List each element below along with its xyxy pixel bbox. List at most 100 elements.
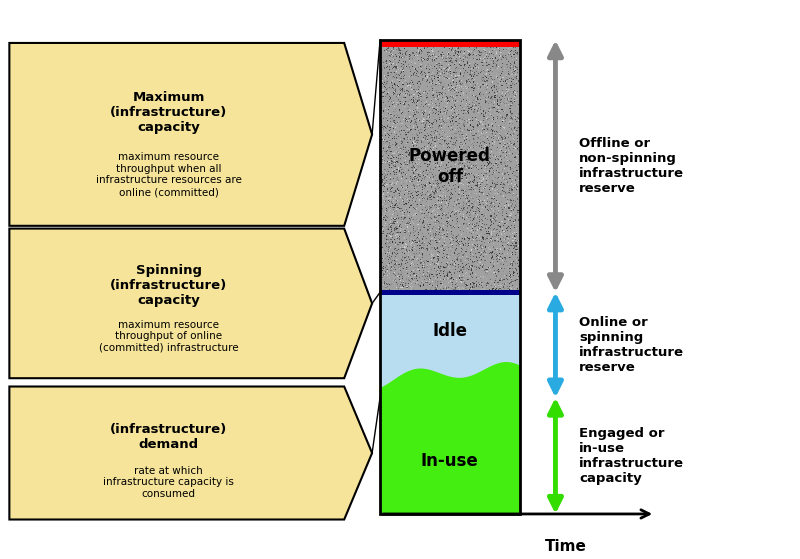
Point (393, 46, 406, 55)
Point (382, 96, 395, 105)
Point (464, 259, 477, 268)
Point (465, 189, 478, 198)
Point (492, 201, 505, 210)
Point (422, 278, 434, 287)
Point (490, 216, 503, 225)
Point (453, 71, 466, 80)
Point (443, 143, 456, 152)
Point (419, 121, 432, 130)
Point (509, 48, 522, 56)
Point (434, 105, 446, 113)
Point (396, 274, 409, 283)
Point (450, 241, 462, 250)
Point (468, 240, 481, 249)
Point (458, 240, 470, 249)
Point (467, 154, 480, 163)
Point (480, 227, 493, 236)
Point (397, 108, 410, 117)
Point (469, 129, 482, 138)
Point (461, 42, 474, 51)
Point (411, 72, 424, 80)
Point (449, 89, 462, 98)
Point (430, 187, 442, 196)
Point (484, 224, 497, 233)
Point (509, 183, 522, 192)
Point (494, 190, 506, 198)
Point (467, 168, 480, 177)
Point (392, 176, 405, 185)
Point (428, 196, 441, 205)
Point (461, 118, 474, 127)
Point (470, 212, 483, 221)
Point (407, 269, 420, 278)
Point (478, 70, 490, 79)
Point (512, 130, 525, 139)
Point (442, 69, 454, 78)
Point (430, 230, 442, 239)
Point (405, 277, 418, 286)
Point (409, 271, 422, 280)
Point (451, 77, 464, 86)
Point (402, 277, 414, 286)
Point (443, 84, 456, 93)
Point (498, 219, 511, 228)
Point (510, 73, 522, 82)
Point (398, 253, 411, 262)
Point (410, 101, 422, 110)
Point (401, 282, 414, 291)
Point (486, 58, 498, 67)
Point (412, 263, 425, 272)
Point (490, 122, 502, 131)
Point (440, 172, 453, 181)
Point (506, 206, 518, 215)
Point (510, 228, 523, 236)
Point (491, 174, 504, 183)
Point (494, 212, 507, 221)
Point (379, 211, 392, 220)
Point (508, 243, 521, 252)
Point (395, 244, 408, 253)
Point (456, 263, 469, 272)
Point (474, 221, 487, 230)
Point (484, 100, 497, 109)
Point (394, 233, 406, 242)
Point (424, 54, 437, 63)
Point (403, 68, 416, 77)
Point (473, 202, 486, 211)
Point (503, 75, 516, 84)
Point (409, 227, 422, 236)
Point (399, 259, 412, 268)
Point (381, 198, 394, 207)
Point (513, 222, 526, 231)
Point (449, 68, 462, 77)
Point (474, 51, 486, 60)
Point (424, 97, 437, 106)
Point (466, 151, 478, 160)
Point (481, 73, 494, 82)
Text: maximum resource
throughput when all
infrastructure resources are
online (commit: maximum resource throughput when all inf… (96, 152, 242, 197)
Point (424, 110, 437, 119)
Point (498, 244, 511, 253)
Point (405, 92, 418, 101)
Point (388, 203, 401, 212)
Point (506, 201, 518, 210)
Point (478, 210, 490, 219)
Point (392, 206, 405, 215)
Point (480, 250, 493, 259)
Point (488, 37, 501, 46)
Point (408, 149, 421, 158)
Point (437, 280, 450, 288)
Point (513, 209, 526, 217)
Point (497, 149, 510, 158)
Point (458, 198, 471, 207)
Point (511, 145, 524, 154)
Point (417, 135, 430, 144)
Point (434, 266, 447, 275)
Point (430, 177, 442, 186)
Point (504, 163, 517, 172)
Point (438, 192, 450, 201)
Point (399, 89, 412, 98)
Point (483, 41, 496, 50)
Point (440, 134, 453, 143)
Point (418, 117, 430, 126)
